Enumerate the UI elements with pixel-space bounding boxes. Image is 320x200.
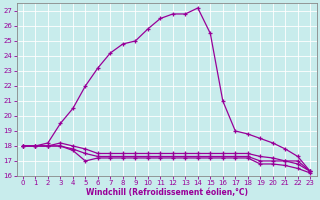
X-axis label: Windchill (Refroidissement éolien,°C): Windchill (Refroidissement éolien,°C) xyxy=(85,188,248,197)
